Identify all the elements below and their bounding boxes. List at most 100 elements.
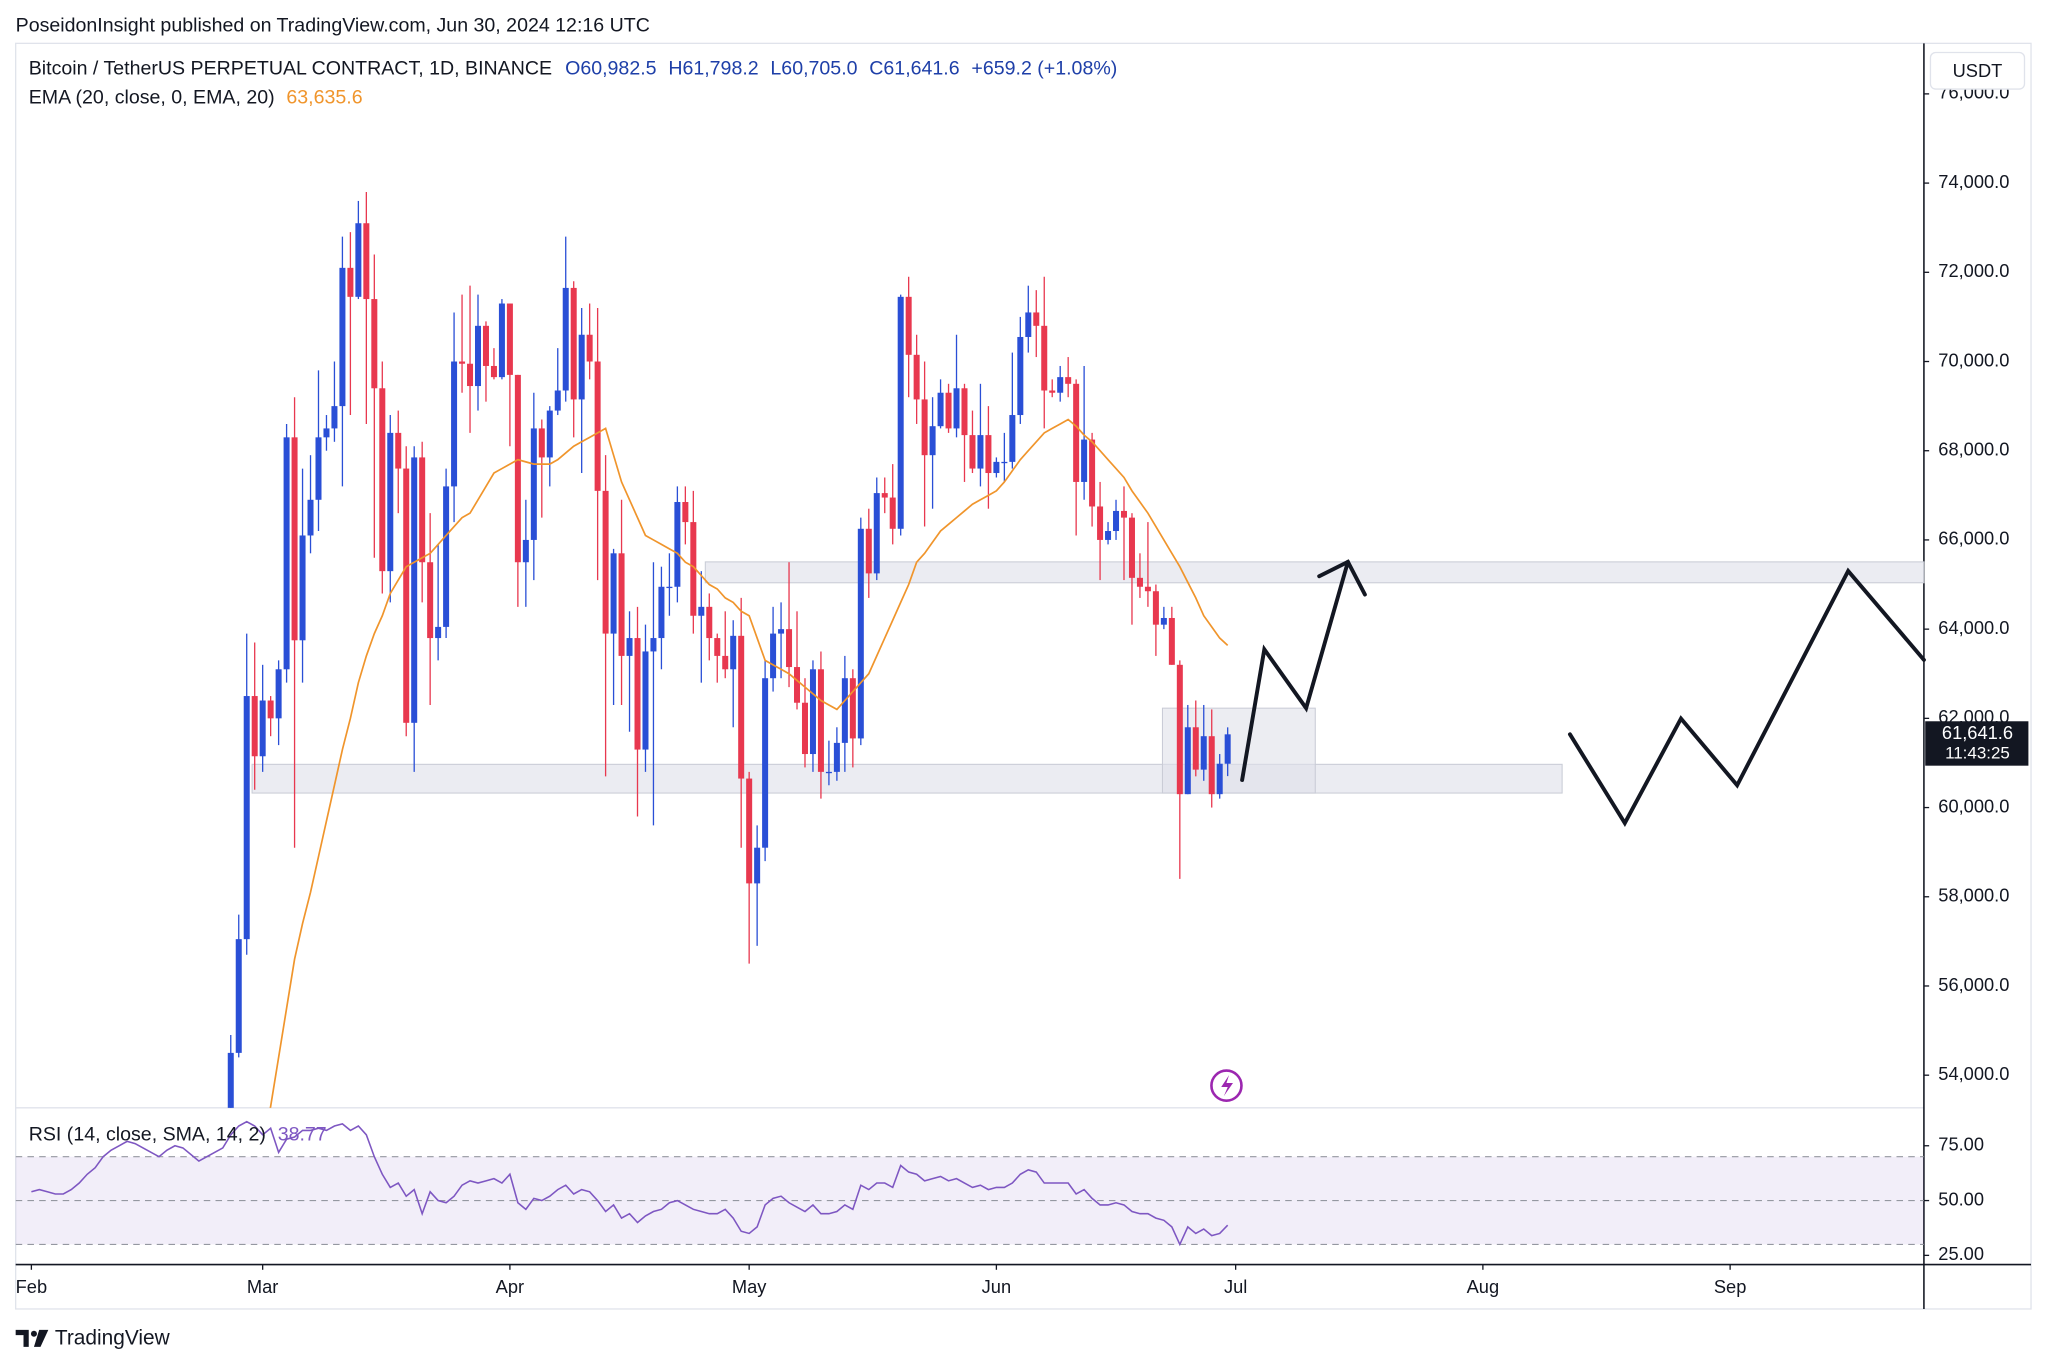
x-tick-label: Apr — [496, 1276, 524, 1297]
candle-body — [1073, 383, 1080, 482]
candle-body — [1025, 312, 1032, 337]
candle-body — [937, 392, 944, 427]
candle-body — [1160, 617, 1167, 625]
rsi-y-tick-label: 50.00 — [1938, 1188, 1984, 1209]
candle-body — [977, 435, 984, 469]
candle-body — [467, 363, 474, 387]
x-tick-label: May — [732, 1276, 767, 1297]
candle-body — [889, 497, 896, 529]
candle-body — [1009, 415, 1016, 462]
candle-body — [921, 399, 928, 456]
candle-body — [666, 586, 673, 589]
candle-body — [347, 267, 354, 297]
candle-body — [1120, 510, 1128, 518]
candle-body — [650, 638, 657, 652]
candle-body — [1224, 734, 1231, 764]
candle-body — [849, 678, 856, 739]
candle-body — [283, 437, 290, 670]
candle-body — [1128, 517, 1135, 578]
candle-body — [985, 435, 992, 474]
support-zone — [251, 763, 1563, 794]
candle-body — [371, 299, 378, 389]
candle-body — [833, 742, 840, 772]
y-tick-label: 66,000.0 — [1938, 528, 2009, 549]
candle-body — [363, 223, 370, 300]
drawings — [251, 561, 1925, 794]
candle-body — [969, 435, 976, 469]
ohlc-legend: +659.2 (+1.08%) — [971, 58, 1117, 80]
alert-bolt[interactable] — [1221, 1075, 1233, 1097]
last-price-label: 61,641.6 — [1942, 722, 2013, 743]
rsi-value: 38.77 — [278, 1123, 327, 1145]
alert-icon[interactable] — [1210, 1069, 1243, 1102]
ema-legend: EMA (20, close, 0, EMA, 20) — [29, 86, 275, 108]
candle-body — [419, 457, 426, 563]
candle-body — [801, 702, 808, 755]
candle-body — [881, 493, 888, 498]
candle-body — [243, 696, 250, 940]
candle-body — [770, 633, 777, 679]
candle-body — [530, 428, 537, 540]
y-tick-label: 58,000.0 — [1938, 885, 2009, 906]
rsi-line — [31, 1120, 1229, 1247]
rsi-legend: RSI (14, close, SMA, 14, 2) — [29, 1123, 266, 1145]
currency-label[interactable]: USDT — [1953, 60, 2003, 81]
x-tick-label: Sep — [1714, 1276, 1747, 1297]
candle-body — [355, 223, 362, 297]
candle-body — [586, 334, 593, 362]
candle-body — [953, 388, 960, 429]
candle-body — [809, 669, 816, 755]
last-price-box — [1925, 721, 2029, 766]
candle-body — [1216, 763, 1223, 795]
candle-body — [706, 606, 713, 639]
candle-body — [299, 535, 306, 641]
candle-body — [1192, 727, 1199, 770]
candle-body — [929, 426, 936, 456]
rsi-y-tick-label: 25.00 — [1938, 1243, 1984, 1264]
candle-body — [379, 388, 386, 572]
candle-body — [794, 667, 801, 703]
candle-body — [1200, 736, 1207, 770]
publish-header: PoseidonInsight published on TradingView… — [16, 15, 650, 37]
chart-frame — [15, 42, 2032, 1310]
candle-body — [873, 493, 880, 574]
candle-body — [626, 638, 633, 656]
candle-body — [682, 502, 689, 523]
candle-body — [730, 635, 737, 670]
candle-body — [1017, 336, 1024, 416]
x-tick-label: Jul — [1224, 1276, 1247, 1297]
currency-button[interactable] — [1929, 51, 2026, 90]
candle-body — [275, 669, 282, 719]
candle-body — [459, 361, 466, 364]
candle-body — [865, 528, 872, 574]
y-tick-label: 60,000.0 — [1938, 795, 2009, 816]
candle-body — [762, 678, 769, 848]
ohlc-legend: H61,798.2 — [668, 58, 758, 80]
candle-body — [498, 303, 505, 378]
candle-body — [1105, 531, 1112, 540]
candle-body — [395, 432, 402, 469]
arrow-head — [1317, 559, 1367, 597]
candle-body — [722, 655, 729, 670]
candle-body — [610, 553, 617, 634]
candle-body — [1089, 439, 1096, 507]
y-tick-label: 74,000.0 — [1938, 171, 2009, 192]
candle-body — [897, 296, 904, 529]
candle-body — [315, 437, 322, 500]
candle-body — [291, 437, 298, 641]
candle-body — [227, 1052, 234, 1108]
logo-slash — [33, 1329, 49, 1347]
candle-body — [1081, 439, 1088, 482]
candle-body — [474, 325, 482, 387]
candle-body — [554, 390, 561, 411]
y-tick-label: 68,000.0 — [1938, 439, 2009, 460]
ohlc-legend: O60,982.5 — [565, 58, 657, 80]
x-tick-label: Mar — [247, 1276, 278, 1297]
candle-body — [546, 410, 553, 458]
candle-body — [1097, 506, 1104, 540]
candle-body — [387, 432, 394, 572]
symbol-title: Bitcoin / TetherUS PERPETUAL CONTRACT, 1… — [29, 58, 552, 80]
y-tick-label: 54,000.0 — [1938, 1063, 2009, 1084]
candle-body — [443, 486, 450, 627]
candle-body — [746, 778, 753, 884]
